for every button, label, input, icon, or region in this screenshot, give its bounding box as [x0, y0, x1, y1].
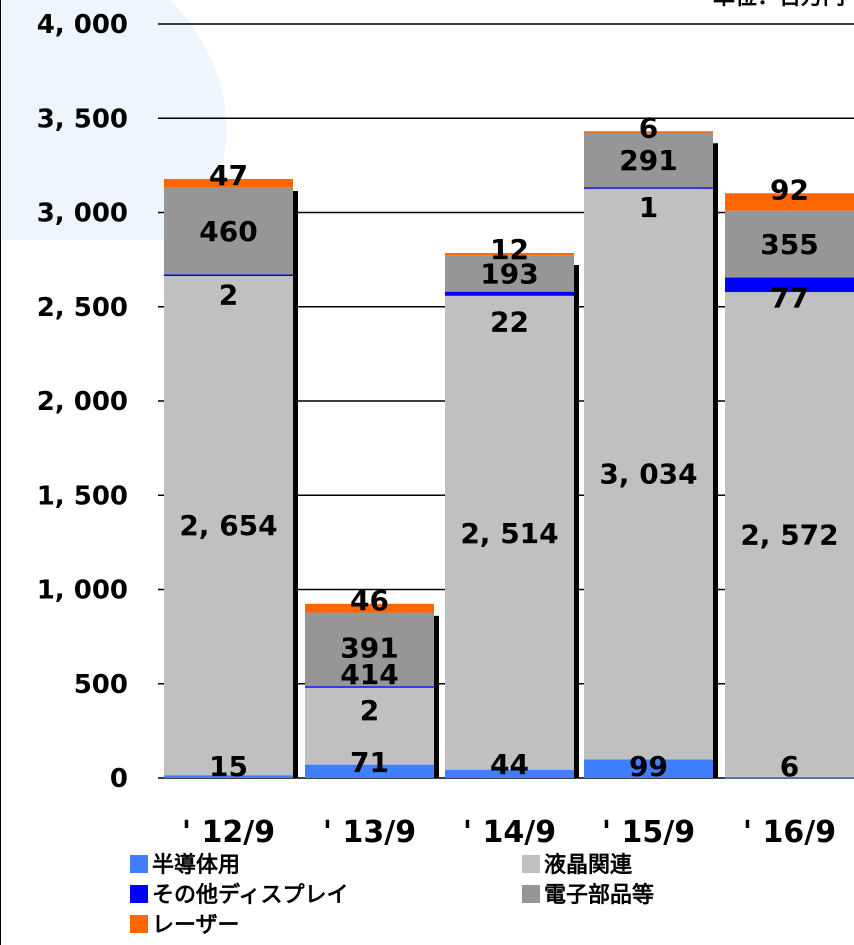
- data-label: 77: [770, 282, 809, 315]
- bar-segment: [584, 187, 713, 189]
- data-label: 391: [340, 631, 398, 664]
- x-tick-label: ' 13/9: [323, 815, 416, 850]
- bar-segment: [305, 764, 434, 778]
- data-label: 46: [350, 584, 389, 617]
- data-label: 1: [639, 191, 658, 224]
- bar-segment: [305, 686, 434, 688]
- data-label: 99: [629, 750, 668, 783]
- legend-swatch: [130, 885, 148, 903]
- legend-label: 半導体用: [152, 852, 240, 878]
- bar-segment: [305, 612, 434, 687]
- bar-shadow: [293, 190, 298, 778]
- y-tick-label: 2, 500: [37, 293, 128, 323]
- bar-segment: [445, 295, 574, 770]
- bar-segment: [584, 132, 713, 188]
- data-label: 414: [340, 658, 398, 691]
- bar-segment: [164, 274, 293, 776]
- bar-shadow: [434, 615, 439, 778]
- data-label: 44: [490, 748, 529, 781]
- data-label: 6: [780, 750, 799, 783]
- legend-label: 電子部品等: [544, 882, 654, 908]
- y-tick-label: 3, 000: [37, 199, 128, 229]
- data-label: 12: [490, 233, 529, 266]
- data-label: 460: [199, 215, 257, 248]
- y-tick-label: 4, 000: [37, 10, 128, 40]
- bar-segment: [445, 769, 574, 778]
- data-label: 3, 034: [599, 457, 697, 490]
- legend-swatch: [522, 885, 540, 903]
- data-label: 92: [770, 173, 809, 206]
- data-label: 22: [490, 306, 529, 339]
- bar-segment: [725, 277, 854, 293]
- bar-segment: [584, 131, 713, 133]
- bar-shadow: [713, 143, 718, 779]
- data-label: 291: [619, 144, 677, 177]
- bar-segment: [305, 603, 434, 613]
- bar-segment: [445, 255, 574, 292]
- bar-segment: [445, 253, 574, 256]
- legend-label: その他ディスプレイ: [152, 882, 348, 908]
- x-tick-label: ' 12/9: [182, 815, 275, 850]
- legend-swatch: [130, 855, 148, 873]
- x-tick-label: ' 15/9: [602, 815, 695, 850]
- data-label: 47: [209, 159, 248, 192]
- bar-segment: [725, 292, 854, 777]
- legend-label: 液晶関連: [544, 852, 633, 878]
- data-label: 71: [350, 746, 389, 779]
- data-label: 193: [480, 257, 538, 290]
- bar-segment: [584, 187, 713, 760]
- y-axis-ticks: 0 500 1, 000 1, 500 2, 000 2, 500 3, 000 3, 500…: [37, 10, 128, 794]
- data-label: 2, 572: [740, 518, 838, 551]
- data-label: 15: [209, 750, 248, 783]
- legend-label: レーザー: [152, 913, 240, 938]
- legend-swatch: [522, 855, 540, 873]
- x-tick-label: ' 16/9: [743, 815, 836, 850]
- bar-segment: [725, 776, 854, 779]
- y-tick-label: 3, 500: [37, 104, 128, 134]
- unit-label: 単位：百万円: [713, 0, 845, 10]
- x-tick-label: ' 14/9: [463, 815, 556, 850]
- bar-segment: [164, 274, 293, 277]
- bar-segment: [584, 759, 713, 778]
- bar-segment: [164, 775, 293, 778]
- x-axis-ticks: ' 12/9 ' 13/9 ' 14/9 ' 15/9 ' 16/9: [182, 815, 836, 850]
- y-tick-label: 2, 000: [37, 387, 128, 417]
- data-label: 2: [360, 694, 379, 727]
- bar-segment: [164, 187, 293, 275]
- y-tick-label: 0: [110, 764, 128, 794]
- data-label: 2, 654: [179, 509, 277, 542]
- y-tick-label: 500: [74, 670, 128, 700]
- y-tick-label: 1, 500: [37, 481, 128, 511]
- data-label: 2, 514: [460, 517, 558, 550]
- data-label: 2: [219, 279, 238, 312]
- bar-shadow: [574, 265, 579, 779]
- legend-swatch: [130, 915, 148, 933]
- bar-segment: [305, 686, 434, 765]
- y-tick-label: 1, 000: [37, 576, 128, 606]
- bar-segment: [725, 210, 854, 278]
- data-label: 355: [760, 228, 818, 261]
- bar-segment: [164, 178, 293, 188]
- bar-segment: [445, 291, 574, 296]
- data-label: 6: [639, 111, 658, 144]
- bar-segment: [725, 193, 854, 211]
